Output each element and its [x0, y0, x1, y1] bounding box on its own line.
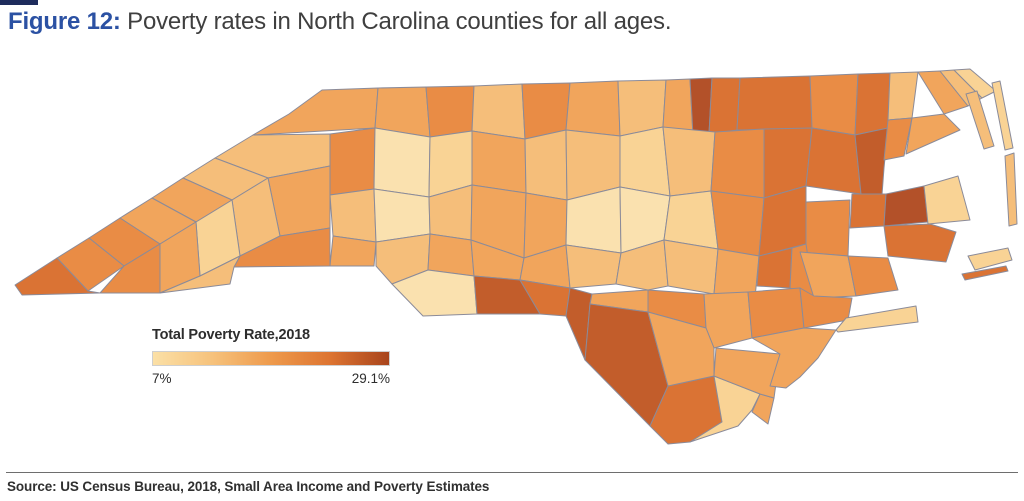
county-shape-c46 — [923, 175, 971, 225]
map-legend: Total Poverty Rate,2018 7% 29.1% — [152, 327, 390, 386]
county-shape-c77 — [835, 305, 919, 333]
county-shape-c47 — [883, 223, 957, 263]
map-area — [0, 58, 1024, 460]
legend-gradient-bar — [152, 351, 390, 366]
county-shape-c11 — [736, 75, 815, 131]
nc-choropleth-map — [14, 68, 1018, 445]
county-shape-c91 — [159, 255, 241, 294]
county-shape-c52 — [391, 269, 478, 317]
county-shape-c40 — [663, 190, 719, 250]
county-shape-c69 — [799, 287, 853, 329]
county-shape-c06 — [565, 80, 621, 137]
county-shape-c22 — [471, 130, 527, 194]
county-shape-c25 — [619, 126, 671, 197]
legend-labels: 7% 29.1% — [152, 371, 390, 386]
county-shape-c20 — [373, 127, 431, 198]
county-shape-c94 — [967, 247, 1013, 271]
county-shape-c33 — [329, 188, 377, 243]
county-shape-c03 — [425, 85, 475, 138]
county-shape-c29 — [805, 127, 862, 195]
county-shape-c50 — [427, 233, 475, 277]
county-shape-c75 — [713, 347, 781, 399]
county-shape-c14 — [887, 71, 919, 121]
figure-number-label: Figure 12: — [8, 8, 121, 35]
county-shape-c13 — [854, 72, 891, 136]
county-shape-c95 — [961, 265, 1009, 281]
county-shape-c41 — [710, 190, 765, 257]
county-shape-c26 — [662, 126, 716, 197]
legend-title: Total Poverty Rate,2018 — [152, 327, 310, 343]
county-shape-c48 — [329, 235, 377, 267]
county-shape-c67 — [703, 291, 753, 349]
county-shape-c61 — [713, 248, 760, 299]
county-shape-c32 — [905, 113, 961, 155]
figure-title-text: Poverty rates in North Carolina counties… — [120, 8, 672, 35]
county-shape-c76 — [751, 327, 837, 389]
county-shape-c60 — [663, 239, 719, 295]
county-shape-c44 — [849, 193, 887, 229]
county-shape-c55 — [565, 244, 622, 289]
county-shape-c30 — [854, 127, 889, 196]
county-shape-c59 — [615, 239, 669, 291]
county-shape-c89 — [99, 243, 161, 294]
county-shape-c27 — [710, 128, 765, 199]
county-shape-c31 — [883, 117, 913, 161]
county-shape-c10 — [708, 77, 741, 135]
county-shape-c43 — [799, 199, 851, 257]
county-shape-c23 — [524, 129, 568, 201]
legend-min-label: 7% — [152, 371, 172, 386]
county-shape-c01 — [252, 87, 379, 136]
county-shape-c84 — [14, 257, 101, 296]
footer-divider — [6, 472, 1018, 473]
figure-title: Figure 12: Poverty rates in North Caroli… — [8, 8, 672, 36]
county-shape-c34 — [373, 188, 431, 243]
county-shape-c45 — [883, 185, 929, 227]
county-shape-c72 — [647, 311, 715, 387]
county-shape-c19 — [329, 127, 376, 196]
county-shape-c93 — [1004, 152, 1018, 227]
county-shape-c09 — [689, 77, 713, 137]
legend-max-label: 29.1% — [351, 371, 390, 386]
county-shape-c04 — [471, 83, 526, 140]
page-corner-strip — [0, 0, 38, 5]
county-shape-c12 — [809, 73, 859, 136]
county-shape-c65 — [847, 255, 899, 297]
county-shape-c92 — [991, 80, 1014, 151]
county-shape-c18 — [965, 90, 995, 150]
source-text: Source: US Census Bureau, 2018, Small Ar… — [7, 479, 490, 494]
